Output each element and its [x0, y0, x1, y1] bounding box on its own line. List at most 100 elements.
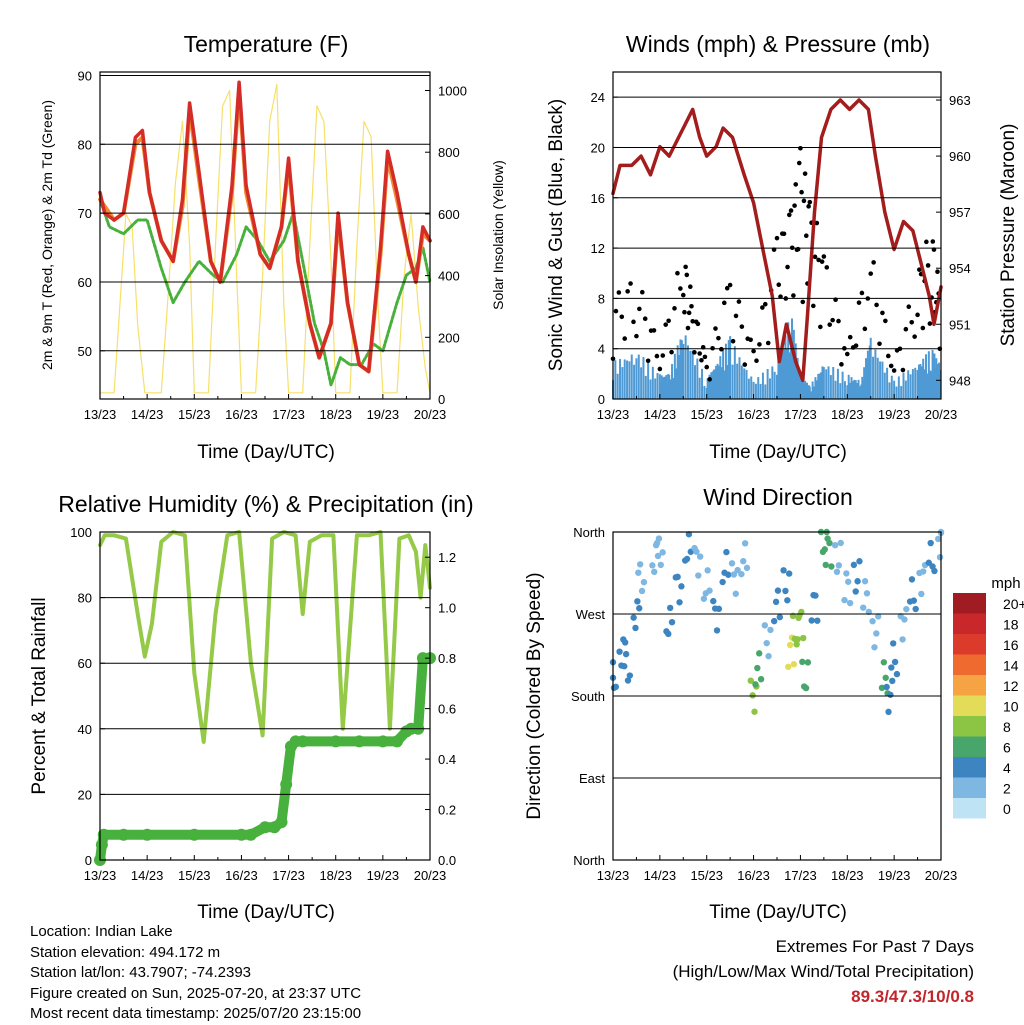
- gust-point: [836, 318, 841, 324]
- x-tick-label: 14/23: [131, 868, 164, 883]
- direction-point: [891, 658, 899, 666]
- direction-point: [640, 578, 648, 586]
- y-tick-label: 80: [78, 137, 92, 152]
- gust-point: [678, 286, 683, 291]
- direction-point: [835, 562, 843, 569]
- gust-point: [689, 303, 694, 309]
- gust-point: [874, 302, 879, 308]
- direction-point: [912, 605, 919, 613]
- y-tick-label: 50: [78, 344, 92, 359]
- y-tick-label: 100: [70, 525, 92, 540]
- x-tick-label: 16/23: [737, 868, 770, 883]
- direction-point: [734, 566, 741, 574]
- gust-point: [853, 343, 859, 348]
- gust-point: [721, 300, 727, 306]
- direction-point: [875, 613, 882, 620]
- gust-point: [839, 362, 844, 367]
- pressure-line: [611, 98, 943, 383]
- y-tick-label: 12: [591, 241, 605, 256]
- x-tick-label: 19/23: [878, 868, 911, 883]
- direction-point: [693, 548, 700, 555]
- gust-point: [801, 198, 807, 204]
- x-tick-label: 16/23: [737, 407, 770, 422]
- legend-label: 16: [1003, 637, 1019, 653]
- gust-point: [796, 160, 802, 166]
- plot-frame: [612, 531, 942, 861]
- direction-point: [899, 636, 906, 643]
- extremes-title: Extremes For Past 7 Days: [775, 937, 974, 956]
- legend-label: 20+: [1003, 596, 1024, 612]
- legend-label: 6: [1003, 740, 1011, 756]
- x-tick-label: 14/23: [644, 868, 677, 883]
- direction-point: [632, 624, 639, 632]
- gust-point: [666, 318, 671, 324]
- gust-point: [748, 337, 753, 343]
- direction-point: [936, 553, 944, 561]
- temperature-y2label: Solar Insolation (Yellow): [490, 160, 506, 310]
- y-tick-label: 60: [78, 656, 92, 671]
- direction-point: [774, 587, 782, 594]
- winds-ylabel: Sonic Wind & Gust (Blue, Black): [546, 99, 567, 371]
- direction-point: [814, 617, 821, 624]
- direction-point: [747, 677, 754, 684]
- direction-point: [740, 557, 747, 565]
- gust-point: [739, 324, 745, 329]
- legend-label: 0: [1003, 801, 1011, 817]
- gust-point: [927, 321, 933, 326]
- gust-point: [651, 328, 657, 333]
- direction-point: [634, 598, 641, 605]
- direction-point: [725, 571, 732, 578]
- x-tick-label: 14/23: [131, 407, 164, 422]
- direction-point: [757, 675, 765, 683]
- y2-tick-label: 1.2: [438, 550, 456, 565]
- temp-2m-line: [98, 80, 432, 374]
- gust-point: [844, 351, 850, 357]
- info-location: Location: Indian Lake: [30, 923, 173, 940]
- direction-point: [659, 549, 666, 556]
- direction-point: [808, 617, 815, 624]
- y-tick-label: 0: [85, 853, 92, 868]
- direction-point: [782, 587, 789, 595]
- direction-point: [869, 618, 876, 625]
- y-tick-label: 20: [78, 787, 92, 802]
- x-tick-label: 17/23: [272, 868, 305, 883]
- y2-tick-label: 400: [438, 269, 460, 284]
- direction-point: [846, 599, 854, 607]
- gust-point: [660, 353, 666, 358]
- direction-point: [636, 605, 643, 612]
- legend-swatch: [953, 777, 986, 798]
- gust-point: [684, 272, 690, 278]
- x-tick-label: 16/23: [225, 407, 258, 422]
- x-tick-label: 13/23: [84, 868, 117, 883]
- gust-point: [812, 254, 818, 260]
- y2-tick-label: 0.2: [438, 803, 456, 818]
- gust-point: [683, 264, 688, 270]
- direction-point: [852, 588, 859, 595]
- legend-swatch: [953, 634, 986, 655]
- legend-swatch: [953, 798, 986, 819]
- direction-point: [833, 568, 841, 576]
- gust-point: [814, 220, 820, 226]
- gust-point: [915, 312, 920, 318]
- gust-point: [733, 313, 739, 319]
- direction-point: [649, 562, 656, 569]
- gust-point: [787, 212, 792, 218]
- direction-point: [790, 661, 798, 668]
- x-tick-label: 18/23: [319, 407, 352, 422]
- gust-point: [903, 326, 909, 332]
- y-tick-label: 60: [78, 275, 92, 290]
- direction-point: [695, 572, 702, 579]
- direction-point: [706, 587, 713, 594]
- gust-point: [724, 285, 730, 291]
- gust-point: [791, 293, 796, 298]
- x-tick-label: 16/23: [225, 868, 258, 883]
- direction-point: [638, 587, 646, 595]
- y2-tick-label: 0.0: [438, 853, 456, 868]
- x-tick-label: 19/23: [878, 407, 911, 422]
- gust-point: [663, 322, 669, 327]
- direction-point: [889, 677, 896, 685]
- gust-point: [930, 239, 936, 244]
- direction-point: [626, 672, 634, 679]
- gust-point: [885, 353, 891, 359]
